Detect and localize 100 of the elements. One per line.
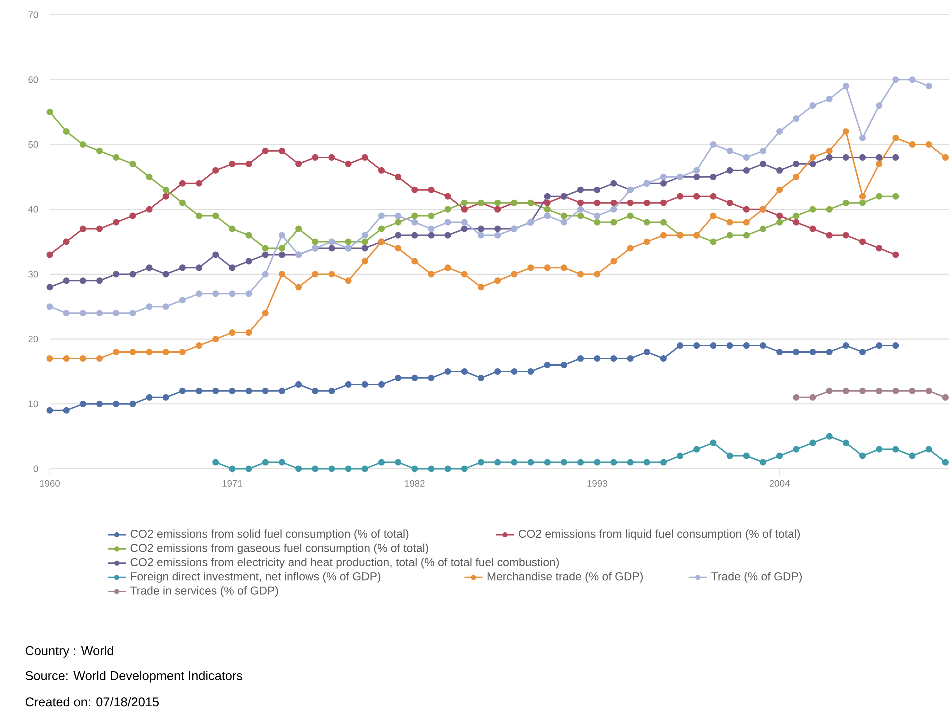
point	[627, 200, 634, 206]
x-tick-label: 1982	[405, 480, 425, 487]
point	[793, 174, 800, 180]
point	[710, 193, 717, 200]
point	[726, 219, 734, 226]
point	[842, 388, 850, 394]
point	[511, 368, 518, 375]
point	[859, 452, 866, 460]
point	[296, 466, 302, 472]
point	[229, 290, 236, 298]
point	[793, 116, 800, 122]
point	[196, 180, 203, 187]
point	[146, 206, 153, 213]
point	[262, 245, 269, 252]
point	[710, 342, 717, 350]
point	[378, 226, 386, 232]
point	[544, 193, 551, 200]
point	[146, 264, 153, 272]
point	[876, 160, 883, 168]
x-tick-label: 1971	[222, 480, 242, 487]
point	[162, 271, 170, 278]
point	[63, 128, 70, 136]
point	[63, 355, 70, 362]
point	[909, 76, 916, 84]
point	[246, 232, 252, 239]
legend-label: Trade in services (% of GDP)	[130, 586, 278, 598]
point	[578, 212, 584, 220]
point	[212, 459, 220, 466]
point	[760, 459, 767, 466]
point	[461, 368, 468, 375]
point	[63, 238, 70, 246]
point	[826, 154, 833, 161]
point	[296, 226, 302, 232]
point	[461, 200, 468, 206]
point	[312, 238, 319, 246]
point	[743, 219, 750, 226]
point	[494, 200, 502, 206]
point	[395, 174, 402, 180]
point	[511, 271, 518, 278]
point	[246, 330, 252, 336]
point	[594, 355, 601, 362]
point	[395, 219, 402, 226]
point	[594, 219, 601, 226]
point	[262, 148, 269, 154]
point	[544, 459, 551, 466]
point	[876, 388, 883, 394]
point	[246, 290, 252, 298]
point	[528, 368, 534, 375]
point	[130, 310, 136, 317]
point	[328, 245, 336, 252]
point	[660, 355, 667, 362]
point	[760, 226, 767, 232]
point	[395, 212, 402, 220]
point	[96, 400, 104, 408]
point	[345, 278, 352, 284]
point	[810, 102, 816, 110]
point	[412, 212, 418, 220]
point	[610, 459, 618, 466]
point	[113, 271, 120, 278]
point	[677, 342, 684, 350]
point	[328, 466, 336, 472]
point	[46, 407, 54, 414]
point	[726, 452, 734, 460]
legend-label: Foreign direct investment, net inflows (% of GDP)	[131, 572, 381, 583]
point	[892, 446, 900, 453]
point	[46, 355, 54, 362]
point	[444, 368, 452, 375]
y-tick-label: 0	[34, 466, 38, 472]
point	[478, 284, 485, 291]
point	[278, 245, 286, 252]
point	[826, 388, 833, 394]
point	[826, 433, 833, 440]
point	[212, 388, 220, 394]
point	[494, 206, 502, 213]
point	[926, 388, 932, 394]
point	[362, 245, 368, 252]
point	[296, 160, 302, 168]
point	[395, 245, 402, 252]
point	[229, 330, 236, 336]
point	[892, 252, 900, 258]
point	[694, 342, 700, 350]
point	[229, 226, 236, 232]
point	[196, 264, 203, 272]
legend-label: CO2 emissions from solid fuel consumption (% of total)	[130, 530, 409, 540]
point	[826, 206, 833, 213]
point	[461, 271, 468, 278]
point	[63, 310, 70, 317]
point	[113, 348, 120, 356]
point	[494, 278, 502, 284]
point	[146, 304, 153, 310]
point	[578, 200, 584, 206]
point	[130, 400, 136, 408]
point	[743, 167, 750, 174]
point	[428, 186, 435, 194]
point	[560, 212, 568, 220]
point	[444, 264, 452, 272]
point	[46, 284, 54, 291]
point	[544, 264, 551, 272]
point	[926, 83, 932, 90]
point	[710, 440, 717, 446]
